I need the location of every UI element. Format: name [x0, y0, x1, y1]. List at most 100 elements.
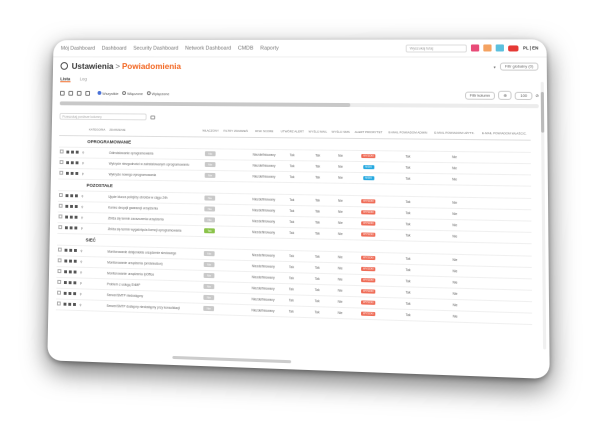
edit-icon[interactable] [64, 281, 67, 285]
row-checkbox[interactable] [58, 269, 62, 273]
search-icon[interactable]: ⚲ [79, 303, 81, 307]
delete-icon[interactable] [74, 259, 77, 263]
nav-item-3[interactable]: Network Dashboard [185, 45, 231, 51]
column-header-11[interactable]: E-MAIL POWIADOM WŁAŚCIC. [478, 129, 531, 140]
row-checkbox[interactable] [57, 302, 61, 306]
funnel-icon[interactable] [85, 91, 90, 96]
copy-icon[interactable] [70, 194, 73, 197]
status-radio-1[interactable]: Włączone [122, 92, 143, 96]
clear-filter-icon[interactable] [150, 115, 155, 119]
edit-icon[interactable] [66, 171, 69, 174]
enabled-toggle[interactable]: Nie [204, 262, 214, 267]
notification-icon[interactable] [471, 44, 479, 51]
delete-icon[interactable] [75, 205, 78, 208]
alert-icon[interactable] [483, 44, 491, 51]
row-checkbox[interactable] [58, 280, 62, 284]
nav-item-1[interactable]: Dashboard [102, 45, 127, 51]
delete-icon[interactable] [73, 302, 76, 306]
horizontal-scrollbar[interactable] [60, 101, 539, 108]
search-icon[interactable]: ⚲ [80, 292, 82, 296]
edit-icon[interactable] [66, 150, 69, 153]
row-checkbox[interactable] [59, 225, 63, 229]
column-header-10[interactable]: E-MAIL POWIADOM UŻYTK. [431, 129, 478, 140]
column-header-0[interactable]: KATEGORIA [88, 126, 109, 136]
search-icon[interactable]: ⚲ [81, 205, 83, 209]
search-icon[interactable]: ⚲ [80, 270, 82, 274]
column-filter-button[interactable]: Filtr kolumn [465, 91, 496, 99]
status-radio-0[interactable]: Wszystkie [98, 92, 119, 96]
search-icon[interactable]: ⚲ [81, 226, 83, 230]
copy-icon[interactable] [68, 281, 71, 285]
copy-icon[interactable] [69, 270, 72, 274]
expand-button[interactable]: ⊕ [498, 91, 512, 100]
status-radio-2[interactable]: Wyłączone [147, 92, 170, 96]
edit-icon[interactable] [64, 270, 67, 274]
search-icon[interactable]: ⚲ [80, 259, 82, 263]
edit-icon[interactable] [63, 291, 66, 295]
row-checkbox[interactable] [57, 291, 61, 295]
copy-icon[interactable] [69, 226, 72, 229]
edit-icon[interactable] [64, 248, 67, 252]
tab-0[interactable]: Lista [60, 76, 70, 82]
row-checkbox[interactable] [60, 171, 64, 175]
search-icon[interactable]: ⚲ [82, 161, 84, 165]
column-header-2[interactable]: WŁĄCZONY [200, 127, 221, 137]
page-size-select[interactable]: 100 [515, 91, 532, 99]
delete-icon[interactable] [73, 270, 76, 274]
enabled-toggle[interactable]: Nie [205, 162, 215, 167]
global-filter-dropdown[interactable]: Filtr globalny (0) [500, 63, 539, 71]
delete-icon[interactable] [74, 215, 77, 218]
edit-icon[interactable] [63, 302, 66, 306]
nav-item-4[interactable]: CMDB [238, 45, 254, 51]
nav-item-5[interactable]: Raporty [260, 45, 279, 51]
row-checkbox[interactable] [60, 160, 64, 164]
delete-icon[interactable] [73, 292, 76, 296]
enabled-toggle[interactable]: Tak [204, 228, 214, 233]
copy-icon[interactable] [69, 259, 72, 263]
filter-icon[interactable]: ▾ [494, 64, 496, 69]
enabled-toggle[interactable]: Nie [204, 273, 214, 278]
delete-icon[interactable] [75, 150, 78, 153]
row-checkbox[interactable] [59, 193, 63, 197]
column-header-4[interactable]: RISK SCORE [250, 127, 278, 137]
bottom-scrollbar[interactable] [172, 356, 291, 363]
language-switch[interactable]: PL | EN [523, 45, 538, 50]
message-icon[interactable] [496, 44, 504, 51]
search-icon[interactable]: ⚲ [80, 281, 82, 285]
row-checkbox[interactable] [58, 248, 62, 252]
column-header-3[interactable]: FILTRY ZDARZEŃ [221, 127, 251, 137]
actions-header[interactable] [65, 125, 88, 135]
search-icon[interactable]: ⚲ [81, 194, 83, 198]
column-search-input[interactable]: Przeszukaj poniższe kolumny [59, 113, 146, 120]
enabled-toggle[interactable]: Nie [205, 196, 215, 201]
column-header-9[interactable]: E-MAIL POWIADOM ADMIN [385, 128, 431, 139]
edit-icon[interactable] [65, 215, 68, 218]
export-icon[interactable] [77, 91, 82, 96]
nav-item-0[interactable]: Mój Dashboard [61, 45, 95, 51]
row-checkbox[interactable] [60, 150, 64, 154]
copy-icon[interactable] [69, 248, 72, 252]
enabled-toggle[interactable]: Nie [205, 173, 215, 178]
column-header-5[interactable]: UTWÓRZ ALERT [278, 127, 306, 137]
copy-icon[interactable] [71, 150, 74, 153]
enabled-toggle[interactable]: Nie [205, 218, 215, 223]
enabled-toggle[interactable]: Nie [204, 295, 214, 300]
lock-icon[interactable]: ⊘ [535, 93, 538, 98]
search-icon[interactable]: ⚲ [80, 249, 82, 253]
column-header-6[interactable]: WYŚLIJ MAIL [306, 128, 329, 138]
search-icon[interactable]: ⚲ [81, 215, 83, 219]
delete-icon[interactable] [73, 281, 76, 285]
delete-icon[interactable] [74, 249, 77, 253]
search-icon[interactable]: ⚲ [82, 172, 84, 176]
copy-icon[interactable] [70, 171, 73, 174]
row-checkbox[interactable] [59, 215, 63, 219]
vertical-scrollbar[interactable] [541, 82, 547, 350]
tab-1[interactable]: Log [80, 77, 87, 83]
search-icon[interactable]: ⚲ [82, 150, 84, 154]
edit-icon[interactable] [65, 204, 68, 207]
enabled-toggle[interactable]: Nie [204, 284, 214, 289]
delete-icon[interactable] [75, 194, 78, 197]
delete-icon[interactable] [75, 161, 78, 164]
refresh-icon[interactable] [60, 91, 65, 96]
edit-icon[interactable] [65, 226, 68, 229]
